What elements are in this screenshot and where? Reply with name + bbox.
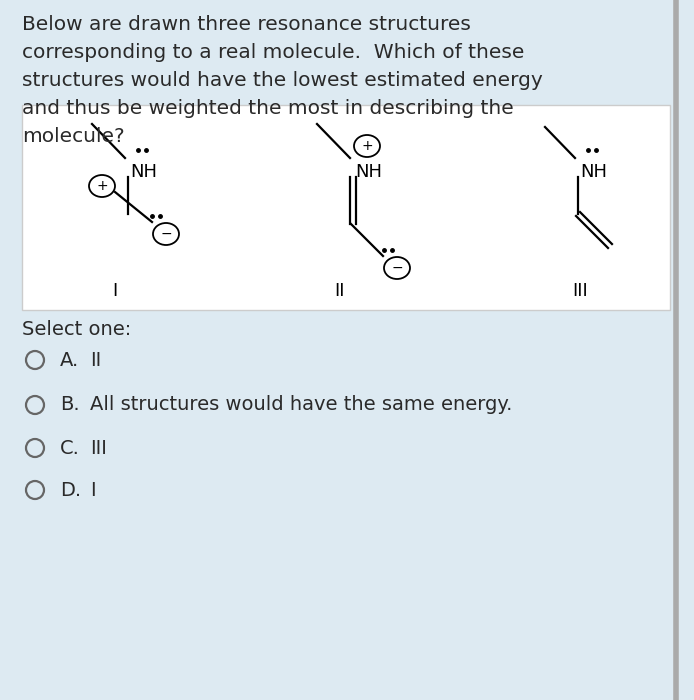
Text: I: I [90,480,96,500]
Text: −: − [391,261,403,275]
Text: NH: NH [355,163,382,181]
Text: I: I [112,282,117,300]
Text: NH: NH [580,163,607,181]
Text: +: + [96,179,108,193]
Text: Select one:: Select one: [22,320,131,339]
Text: Below are drawn three resonance structures
corresponding to a real molecule.  Wh: Below are drawn three resonance structur… [22,15,543,146]
Text: C.: C. [60,438,80,458]
Text: B.: B. [60,395,80,414]
Text: III: III [572,282,588,300]
Text: III: III [90,438,107,458]
Text: II: II [90,351,101,370]
Text: +: + [361,139,373,153]
Text: A.: A. [60,351,79,370]
Text: −: − [160,227,172,241]
Text: D.: D. [60,480,81,500]
Text: All structures would have the same energy.: All structures would have the same energ… [90,395,512,414]
Text: NH: NH [130,163,157,181]
Text: II: II [335,282,345,300]
FancyBboxPatch shape [22,105,670,310]
